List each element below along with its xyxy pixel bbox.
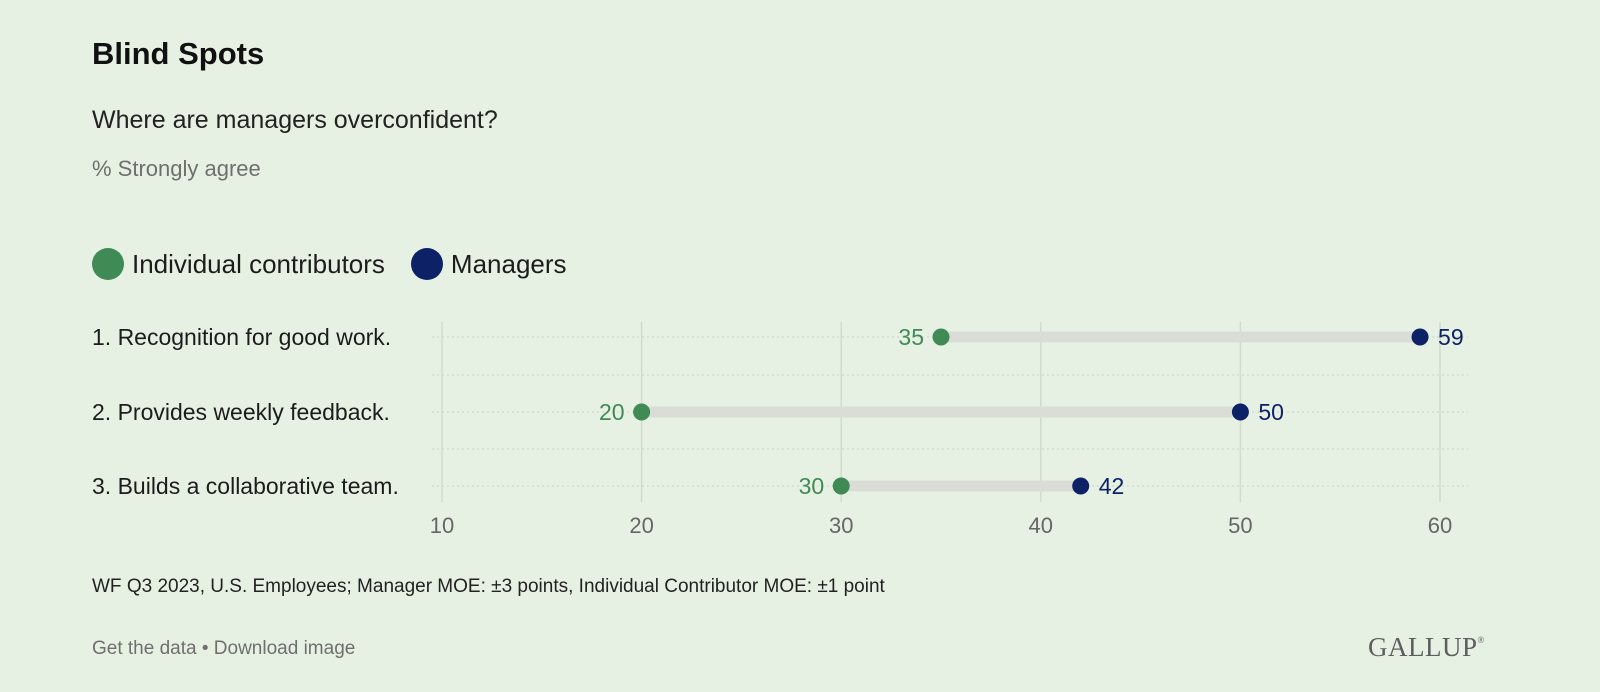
- logo-mark: ®: [1477, 635, 1485, 645]
- x-tick-label-10: 10: [430, 513, 454, 538]
- gallup-logo: GALLUP®: [1368, 632, 1485, 663]
- data-label-individual-2: 20: [599, 399, 625, 425]
- chart-title: Blind Spots: [92, 36, 265, 71]
- legend-item-managers: Managers: [410, 248, 567, 280]
- unit-label: % Strongly agree: [92, 156, 261, 181]
- point-managers-1: [1411, 328, 1429, 346]
- data-label-managers-3: 42: [1099, 473, 1125, 499]
- logo-text: GALLUP: [1368, 632, 1478, 662]
- point-managers-2: [1231, 403, 1249, 421]
- x-tick-label-20: 20: [629, 513, 653, 538]
- x-tick-label-30: 30: [829, 513, 853, 538]
- category-label-1: 1. Recognition for good work.: [92, 324, 391, 350]
- data-label-individual-1: 35: [898, 324, 924, 350]
- data-label-managers-2: 50: [1258, 399, 1284, 425]
- legend: Individual contributors Managers: [92, 248, 593, 280]
- download-image-link[interactable]: Download image: [213, 638, 356, 659]
- x-tick-label-50: 50: [1228, 513, 1252, 538]
- data-label-individual-3: 30: [799, 473, 825, 499]
- legend-item-individual: Individual contributors: [92, 248, 385, 280]
- category-label-3: 3. Builds a collaborative team.: [92, 473, 399, 499]
- chart-subtitle: Where are managers overconfident?: [92, 106, 498, 134]
- legend-label-managers: Managers: [450, 248, 567, 279]
- legend-label-individual: Individual contributors: [132, 248, 385, 279]
- get-data-link[interactable]: Get the data: [92, 638, 197, 659]
- x-tick-label-40: 40: [1029, 513, 1053, 538]
- point-individual-1: [932, 328, 950, 346]
- legend-swatch-individual: [92, 248, 124, 280]
- footer-links: Get the data • Download image: [92, 638, 355, 660]
- point-individual-3: [832, 477, 850, 495]
- link-separator: •: [196, 638, 214, 659]
- point-managers-3: [1072, 477, 1090, 495]
- point-individual-2: [633, 403, 651, 421]
- category-label-2: 2. Provides weekly feedback.: [92, 399, 390, 425]
- data-label-managers-1: 59: [1438, 324, 1464, 350]
- x-tick-label-60: 60: [1428, 513, 1452, 538]
- source-footnote: WF Q3 2023, U.S. Employees; Manager MOE:…: [92, 576, 885, 597]
- legend-swatch-managers: [410, 248, 443, 280]
